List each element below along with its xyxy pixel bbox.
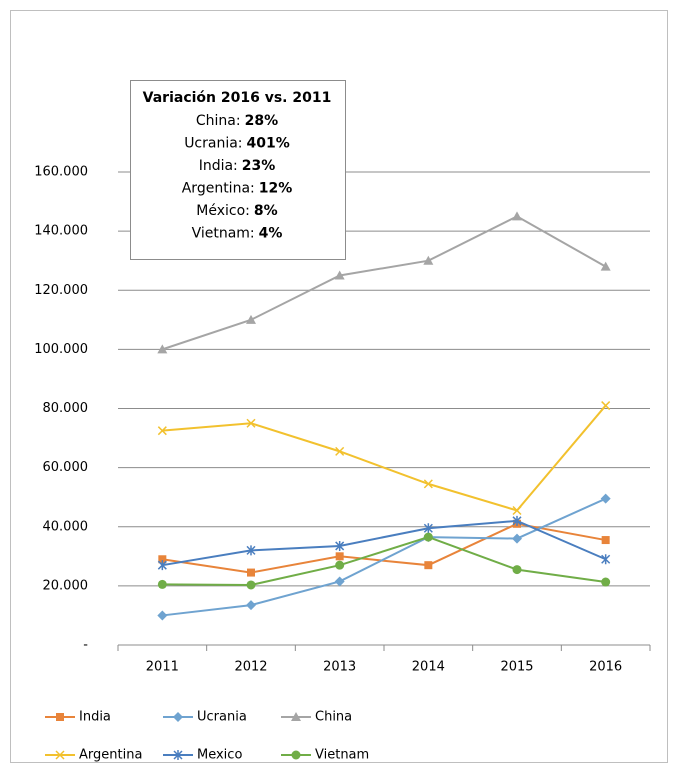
marker xyxy=(334,270,345,280)
marker xyxy=(600,493,611,504)
annotation-line: Vietnam: 4% xyxy=(192,226,283,242)
x-tick-label: 2012 xyxy=(234,660,267,675)
x-tick-label: 2016 xyxy=(589,660,622,675)
marker xyxy=(246,600,256,611)
x-tick-label: 2011 xyxy=(146,660,179,675)
marker xyxy=(423,532,433,542)
annotation-value: 8% xyxy=(254,203,278,219)
annotation-line: Argentina: 12% xyxy=(182,181,293,197)
marker xyxy=(423,523,433,534)
marker xyxy=(512,565,522,575)
marker xyxy=(246,418,256,428)
legend-label: Argentina xyxy=(79,748,142,763)
marker xyxy=(335,560,345,570)
annotation-value: 4% xyxy=(259,226,283,242)
marker xyxy=(512,533,522,544)
y-tick-label: 160.000 xyxy=(34,165,88,180)
marker xyxy=(335,540,345,551)
marker xyxy=(173,750,183,760)
series-line xyxy=(162,497,607,617)
annotation-label: India: xyxy=(199,158,238,174)
annotation-label: Ucrania: xyxy=(184,136,242,152)
annotation-box xyxy=(130,80,346,260)
marker xyxy=(246,580,256,590)
series-line xyxy=(162,404,607,512)
y-tick-label: 60.000 xyxy=(43,460,89,475)
annotation-value: 401% xyxy=(247,136,290,152)
marker xyxy=(423,255,434,265)
y-tick-label: 40.000 xyxy=(43,519,89,534)
marker xyxy=(173,712,183,722)
annotation-value: 23% xyxy=(242,158,276,174)
marker xyxy=(246,545,256,556)
marker xyxy=(601,401,611,411)
y-tick-label: 20.000 xyxy=(43,578,89,593)
annotation-line: China: 28% xyxy=(196,113,278,129)
legend-label: India xyxy=(79,710,111,725)
series-line xyxy=(162,215,607,351)
marker xyxy=(512,505,522,516)
annotation-line: Ucrania: 401% xyxy=(184,136,290,152)
legend-label: China xyxy=(315,710,352,725)
annotation-line: México: 8% xyxy=(196,203,277,219)
y-tick-label: 120.000 xyxy=(34,283,88,298)
marker xyxy=(157,579,167,589)
marker xyxy=(601,536,610,545)
annotation-label: México: xyxy=(196,203,250,219)
marker xyxy=(600,261,611,271)
marker xyxy=(246,314,256,324)
x-tick-label: 2014 xyxy=(412,660,445,675)
marker xyxy=(56,713,64,721)
annotation-title: Variación 2016 vs. 2011 xyxy=(143,90,332,106)
x-tick-label: 2015 xyxy=(500,660,533,675)
annotation-value: 28% xyxy=(245,113,279,129)
marker xyxy=(335,446,345,456)
annotation-line: India: 23% xyxy=(199,158,276,174)
series-line xyxy=(162,519,607,567)
y-tick-label: 80.000 xyxy=(43,401,89,416)
y-tick-label: - xyxy=(83,638,88,653)
legend-label: Ucrania xyxy=(197,710,247,725)
marker xyxy=(512,515,522,526)
x-tick-label: 2013 xyxy=(323,660,356,675)
legend-label: Mexico xyxy=(197,748,242,763)
marker xyxy=(158,555,167,564)
marker xyxy=(335,552,344,561)
y-tick-label: 100.000 xyxy=(34,342,88,357)
annotation-label: Argentina: xyxy=(182,181,255,197)
marker xyxy=(157,426,167,436)
marker xyxy=(157,560,167,571)
marker xyxy=(601,577,611,587)
annotation-label: China: xyxy=(196,113,241,129)
marker xyxy=(291,712,301,721)
annotation-label: Vietnam: xyxy=(192,226,255,242)
annotation-value: 12% xyxy=(259,181,293,197)
marker xyxy=(424,561,433,570)
marker xyxy=(291,750,301,760)
marker xyxy=(334,576,345,587)
marker xyxy=(157,344,168,354)
marker xyxy=(423,479,433,489)
marker xyxy=(247,568,255,577)
y-tick-label: 140.000 xyxy=(34,224,88,239)
marker xyxy=(55,750,65,760)
marker xyxy=(512,211,522,221)
marker xyxy=(601,554,611,565)
series-line xyxy=(162,536,606,586)
marker xyxy=(157,610,168,621)
legend-label: Vietnam xyxy=(315,748,369,763)
